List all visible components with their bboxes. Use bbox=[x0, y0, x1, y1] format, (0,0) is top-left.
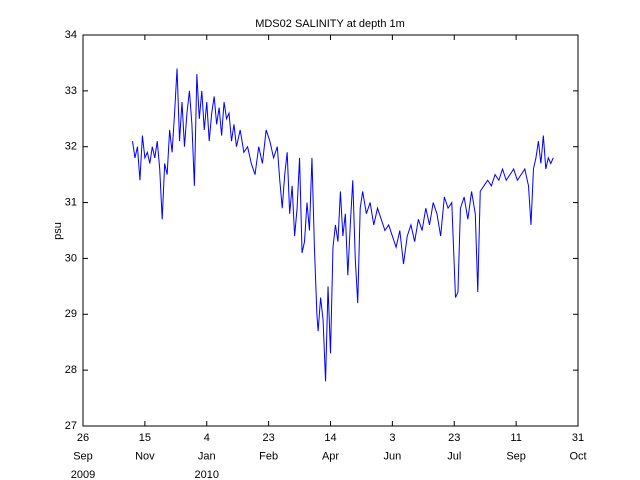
y-axis-label: psu bbox=[52, 222, 64, 240]
x-tick-label: 26 bbox=[77, 432, 89, 444]
x-tick-label: Jun bbox=[384, 450, 402, 462]
x-tick-label: Nov bbox=[135, 450, 155, 462]
x-tick-label: 15 bbox=[139, 432, 151, 444]
x-tick-label: Sep bbox=[506, 450, 526, 462]
x-tick-label: Jul bbox=[447, 450, 461, 462]
x-tick-label: Oct bbox=[569, 450, 586, 462]
x-tick-label: 23 bbox=[448, 432, 460, 444]
data-line bbox=[132, 68, 554, 382]
y-tick-label: 33 bbox=[65, 85, 77, 97]
x-tick-label: Sep bbox=[73, 450, 93, 462]
x-tick-label: 11 bbox=[510, 432, 521, 444]
y-tick-label: 27 bbox=[65, 420, 77, 432]
chart-title: MDS02 SALINITY at depth 1m bbox=[255, 18, 405, 30]
x-tick-label: Apr bbox=[322, 450, 339, 462]
y-tick-label: 34 bbox=[65, 29, 77, 41]
y-tick-label: 32 bbox=[65, 141, 77, 153]
x-tick-label: 14 bbox=[324, 432, 336, 444]
x-tick-label: 2009 bbox=[71, 469, 95, 480]
x-tick-label: 3 bbox=[389, 432, 395, 444]
x-tick-label: Feb bbox=[259, 450, 278, 462]
x-tick-label: Jan bbox=[198, 450, 216, 462]
x-tick-label: 4 bbox=[204, 432, 210, 444]
y-tick-label: 28 bbox=[65, 364, 77, 376]
x-tick-label: 2010 bbox=[195, 469, 219, 480]
x-tick-label: 23 bbox=[263, 432, 275, 444]
y-tick-label: 31 bbox=[65, 196, 77, 208]
y-tick-label: 30 bbox=[65, 252, 77, 264]
y-tick-label: 29 bbox=[65, 308, 77, 320]
x-tick-label: 31 bbox=[572, 432, 584, 444]
